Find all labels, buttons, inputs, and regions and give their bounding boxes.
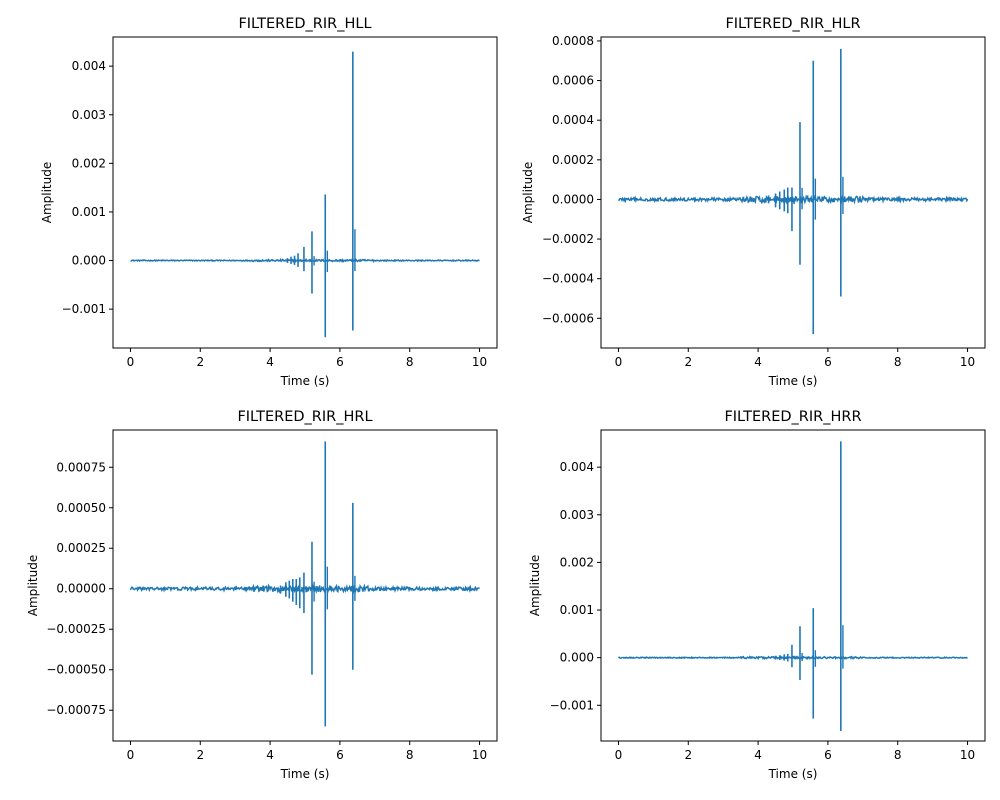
chart-title: FILTERED_RIR_HLR xyxy=(725,16,860,32)
axes-frame xyxy=(600,36,986,349)
x-tick-label: 0 xyxy=(615,748,623,762)
x-tick-label: 2 xyxy=(196,355,204,369)
y-tick-label: 0.0006 xyxy=(552,74,594,88)
y-tick-label: 0.00000 xyxy=(56,582,106,596)
y-tick-label: −0.001 xyxy=(62,302,106,316)
x-tick-label: 2 xyxy=(196,748,204,762)
x-tick-label: 8 xyxy=(894,748,902,762)
signal-trace xyxy=(617,194,969,206)
x-tick-label: 6 xyxy=(336,748,344,762)
x-tick-label: 10 xyxy=(472,355,487,369)
y-tick-label: 0.00075 xyxy=(56,460,106,474)
y-tick-label: 0.000 xyxy=(560,651,594,665)
y-axis-label: Amplitude xyxy=(26,555,40,617)
y-tick-label: −0.00050 xyxy=(46,663,106,677)
y-tick-label: 0.002 xyxy=(72,156,106,170)
y-axis-label: Amplitude xyxy=(521,162,535,224)
x-tick-label: 4 xyxy=(266,355,274,369)
subplot-3: 0 2 4 6 8 10 −0.00075 −0.00050 −0.00025 0.00000 0.… xyxy=(26,409,498,781)
y-tick-label: −0.0004 xyxy=(542,272,594,286)
x-tick-label: 4 xyxy=(754,355,762,369)
x-tick-label: 8 xyxy=(406,748,414,762)
y-tick-label: 0.001 xyxy=(72,205,106,219)
x-axis-label: Time (s) xyxy=(280,374,330,388)
chart-title: FILTERED_RIR_HRR xyxy=(724,409,861,425)
y-tick-label: 0.00025 xyxy=(56,541,106,555)
y-tick-label: −0.001 xyxy=(550,698,594,712)
y-tick-label: 0.003 xyxy=(72,108,106,122)
y-tick-label: 0.001 xyxy=(560,603,594,617)
axes-frame xyxy=(112,36,498,349)
y-tick-label: −0.0002 xyxy=(542,232,594,246)
x-tick-label: 8 xyxy=(894,355,902,369)
x-tick-label: 2 xyxy=(684,748,692,762)
signal-trace xyxy=(617,654,968,661)
y-tick-label: 0.002 xyxy=(560,555,594,569)
signal-trace xyxy=(130,258,480,264)
y-tick-label: 0.000 xyxy=(72,254,106,268)
subplot-2: 0 2 4 6 8 10 −0.0006 −0.0004 −0.0002 0.0000 0.0002… xyxy=(521,16,986,388)
x-axis-label: Time (s) xyxy=(280,767,330,781)
x-tick-label: 0 xyxy=(127,748,135,762)
y-axis-label: Amplitude xyxy=(40,162,54,224)
axes-frame xyxy=(600,429,986,742)
x-tick-label: 2 xyxy=(684,355,692,369)
chart-title: FILTERED_RIR_HRL xyxy=(237,409,372,425)
x-axis-label: Time (s) xyxy=(768,767,818,781)
y-tick-label: 0.004 xyxy=(72,59,106,73)
x-tick-label: 6 xyxy=(824,748,832,762)
x-tick-label: 0 xyxy=(127,355,135,369)
x-tick-label: 4 xyxy=(266,748,274,762)
y-tick-label: −0.0006 xyxy=(542,311,594,325)
y-tick-label: 0.0004 xyxy=(552,113,594,127)
x-tick-label: 0 xyxy=(615,355,623,369)
subplot-4: 0 2 4 6 8 10 −0.001 0.000 0.001 0.002 0.003 0.004 FI… xyxy=(528,409,986,781)
x-tick-label: 10 xyxy=(960,355,975,369)
x-tick-label: 4 xyxy=(754,748,762,762)
x-tick-label: 6 xyxy=(824,355,832,369)
x-axis-label: Time (s) xyxy=(768,374,818,388)
y-tick-label: 0.0000 xyxy=(552,192,594,206)
chart-title: FILTERED_RIR_HLL xyxy=(238,16,371,32)
axes-frame xyxy=(112,429,498,742)
y-tick-label: −0.00075 xyxy=(46,703,106,717)
signal-trace xyxy=(129,583,480,595)
y-tick-label: 0.003 xyxy=(560,508,594,522)
x-tick-label: 10 xyxy=(472,748,487,762)
y-tick-label: 0.0002 xyxy=(552,153,594,167)
y-axis-label: Amplitude xyxy=(528,555,542,617)
x-tick-label: 10 xyxy=(960,748,975,762)
y-tick-label: 0.00050 xyxy=(56,501,106,515)
x-tick-label: 6 xyxy=(336,355,344,369)
y-tick-label: 0.004 xyxy=(560,460,594,474)
x-tick-label: 8 xyxy=(406,355,414,369)
y-tick-label: −0.00025 xyxy=(46,622,106,636)
subplot-1: 0 2 4 6 8 10 −0.001 0.000 0.001 0.002 0.003 0.004 FI… xyxy=(40,16,498,388)
y-tick-label: 0.0008 xyxy=(552,34,594,48)
